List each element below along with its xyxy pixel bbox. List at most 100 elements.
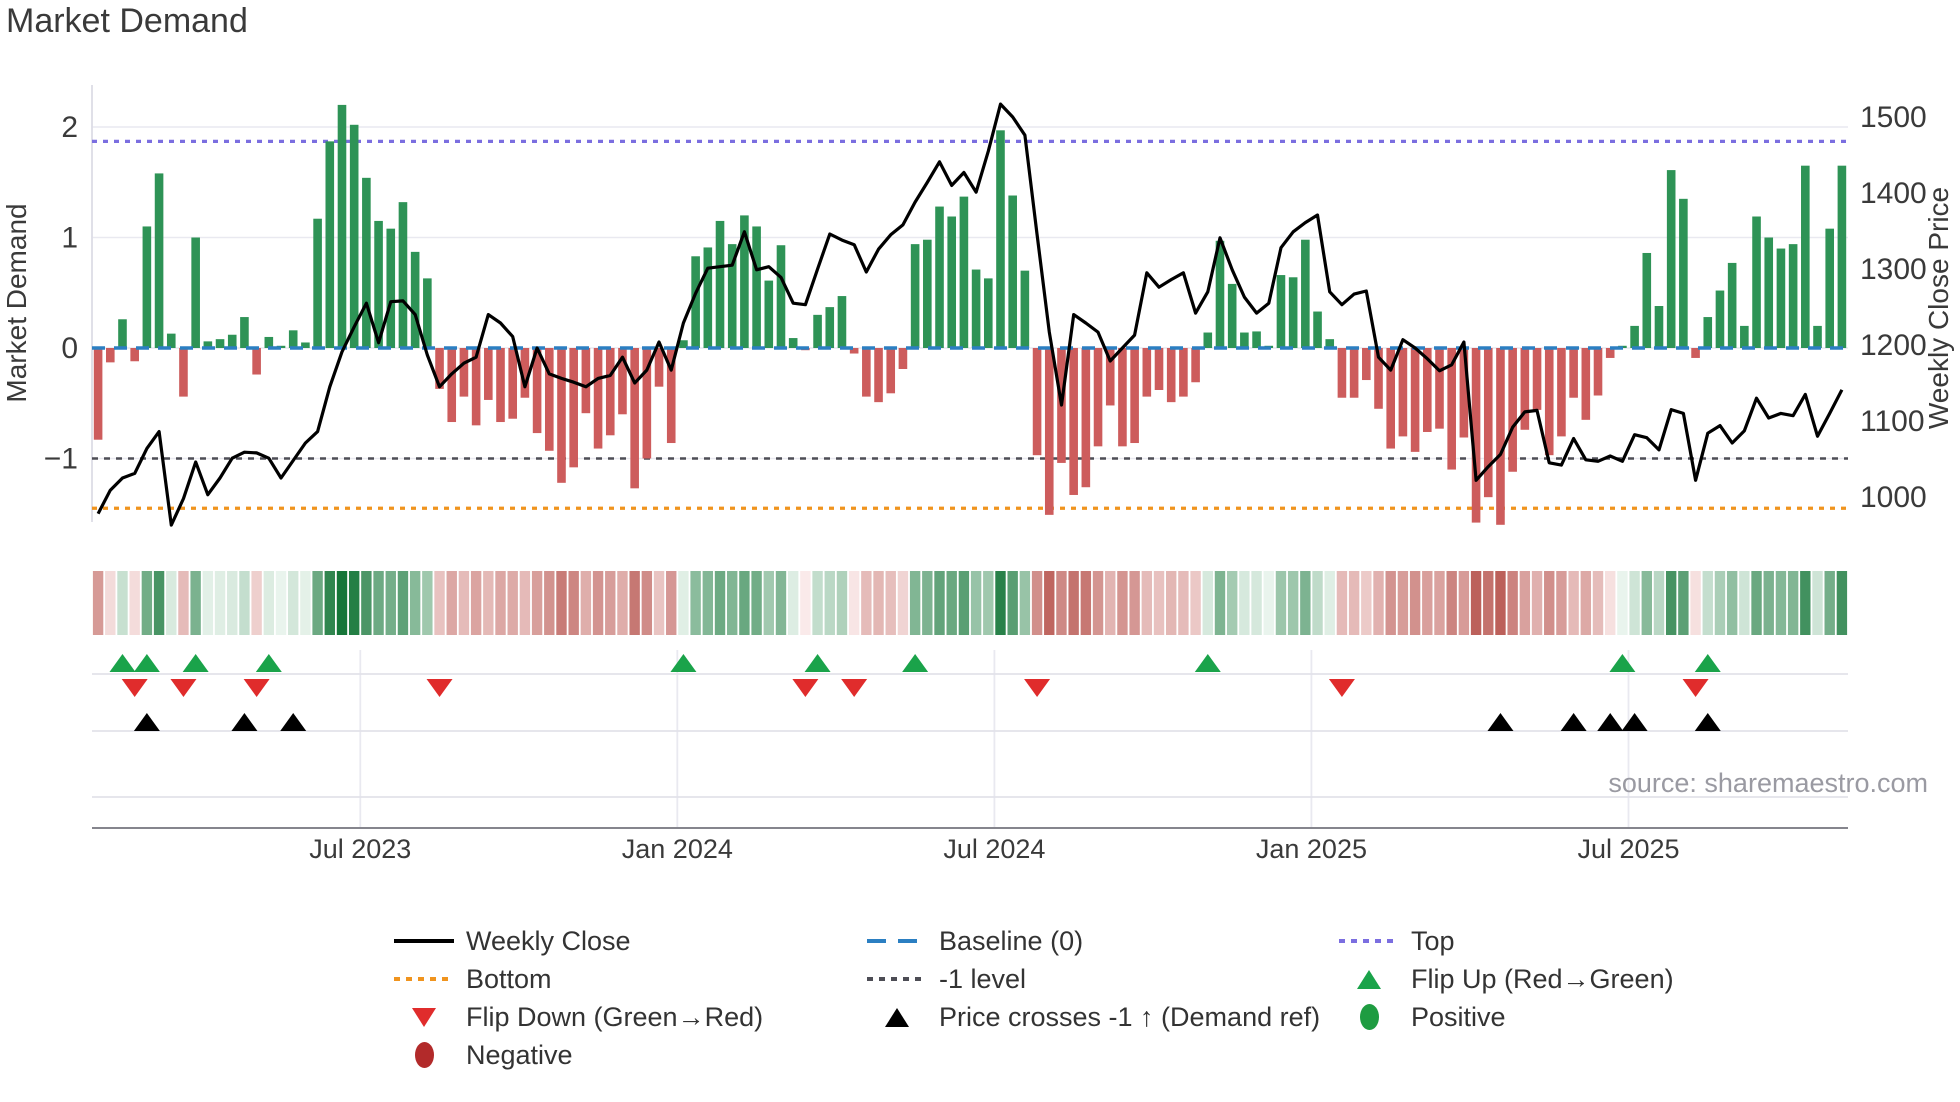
- heatmap-cell: [1763, 571, 1774, 635]
- demand-bar: [215, 339, 225, 348]
- flip-down-marker: [792, 679, 819, 697]
- flip-down-marker: [1328, 679, 1355, 697]
- heatmap-cell: [580, 571, 592, 635]
- heatmap-cell: [507, 571, 518, 635]
- demand-bar: [1813, 325, 1822, 348]
- y-tick-label-right: 1300: [1860, 253, 1927, 286]
- triangle-down-icon: [393, 998, 455, 1036]
- heatmap-cell: [1190, 571, 1201, 635]
- demand-bar: [1520, 348, 1530, 430]
- heatmap-cell: [690, 571, 701, 635]
- demand-bar: [1483, 348, 1493, 498]
- flip-up-marker: [670, 654, 697, 672]
- demand-bar: [1374, 348, 1383, 409]
- demand-bar: [557, 348, 566, 483]
- demand-bar: [1362, 348, 1371, 381]
- demand-bar: [776, 245, 786, 348]
- demand-bar: [1642, 252, 1652, 348]
- demand-bar: [118, 319, 127, 348]
- price-cross-marker: [1560, 713, 1587, 731]
- heatmap-cell: [1519, 571, 1531, 635]
- heatmap-cell: [983, 571, 994, 635]
- market-demand-chart: 2 1 0 −1 1500 1400 1300 1200 1100 1000 Jul 2023 Jan…: [1, 85, 1954, 864]
- demand-bar: [1740, 325, 1749, 348]
- heatmap-cell: [1422, 571, 1433, 635]
- heatmap-cell: [458, 571, 470, 635]
- flip-down-marker: [121, 679, 148, 697]
- heatmap-cell: [1483, 571, 1494, 635]
- heatmap-cell: [446, 571, 457, 635]
- weekly-close-line: [96, 102, 1844, 527]
- demand-bar: [1459, 348, 1469, 438]
- flip-down-marker: [243, 679, 270, 697]
- heatmap-cell: [751, 571, 762, 635]
- heatmap-cell: [1409, 571, 1421, 635]
- demand-bar: [581, 348, 591, 414]
- demand-bar: [1325, 339, 1335, 348]
- heatmap-cell: [495, 571, 506, 635]
- heatmap-cell: [1580, 571, 1592, 635]
- heatmap-cell: [1434, 571, 1445, 635]
- demand-bar: [532, 348, 542, 434]
- heatmap-cell: [1446, 571, 1457, 635]
- heatmap-cell: [1605, 571, 1616, 635]
- flip-up-marker: [1609, 654, 1636, 672]
- demand-bar: [1679, 198, 1688, 348]
- heatmap-cell: [1361, 571, 1372, 635]
- demand-bar: [484, 348, 493, 400]
- x-tick-label: Jan 2024: [622, 834, 733, 864]
- demand-bar: [1825, 228, 1835, 348]
- heatmap-cell: [727, 571, 738, 635]
- legend-label: Weekly Close: [466, 925, 631, 956]
- flip-down-marker: [1024, 679, 1051, 697]
- heatmap-cell: [1300, 571, 1311, 635]
- legend-label: Baseline (0): [939, 925, 1084, 956]
- demand-bar: [313, 218, 322, 348]
- demand-bar: [1130, 348, 1139, 444]
- demand-bar: [459, 348, 469, 397]
- demand-bar: [691, 256, 700, 348]
- heatmap-cell: [409, 571, 421, 635]
- demand-bar: [520, 348, 530, 398]
- demand-bar: [1203, 332, 1213, 348]
- legend-item-negative: Negative: [393, 1036, 573, 1074]
- heatmap-cell: [117, 571, 128, 635]
- demand-bar: [1288, 277, 1298, 348]
- demand-bar: [1496, 348, 1505, 525]
- demand-bar: [1471, 348, 1481, 523]
- demand-bar: [996, 130, 1005, 348]
- heatmap-cell: [1775, 571, 1787, 635]
- flip-down-marker: [426, 679, 453, 697]
- heatmap-cell: [909, 571, 921, 635]
- heatmap-cell: [324, 571, 335, 635]
- demand-bar: [374, 220, 383, 348]
- heatmap-cell: [861, 571, 872, 635]
- legend-item-price-crosses-1-demand-ref: Price crosses -1 ↑ (Demand ref): [866, 998, 1320, 1036]
- y-tick-label-right: 1000: [1860, 481, 1927, 514]
- heatmap-cell: [836, 571, 848, 635]
- demand-bar: [1410, 348, 1420, 452]
- y-tick-label-right: 1200: [1860, 329, 1927, 362]
- demand-bar: [1801, 165, 1810, 348]
- heatmap-cell: [263, 571, 275, 635]
- demand-bar: [1313, 311, 1322, 348]
- left-axis-title: Market Demand: [1, 203, 32, 402]
- price-cross-marker: [1597, 713, 1624, 731]
- legend-label: Negative: [466, 1039, 573, 1070]
- heatmap-cell: [1214, 571, 1226, 635]
- demand-bar: [1715, 290, 1725, 348]
- demand-bar: [1752, 216, 1761, 348]
- heatmap-cell: [641, 571, 653, 635]
- demand-bar: [1605, 348, 1615, 358]
- flip-up-marker: [1194, 654, 1221, 672]
- heatmap-cell: [1336, 571, 1348, 635]
- demand-bar: [142, 226, 152, 348]
- heatmap-cell: [1592, 571, 1604, 635]
- heatmap-cell: [1105, 571, 1116, 635]
- demand-bar: [1703, 317, 1713, 348]
- heatmap-cell: [1800, 571, 1811, 635]
- demand-bar: [874, 348, 883, 403]
- circle-marker-icon: [1338, 998, 1400, 1036]
- demand-bar: [642, 348, 652, 459]
- demand-bar: [971, 269, 981, 348]
